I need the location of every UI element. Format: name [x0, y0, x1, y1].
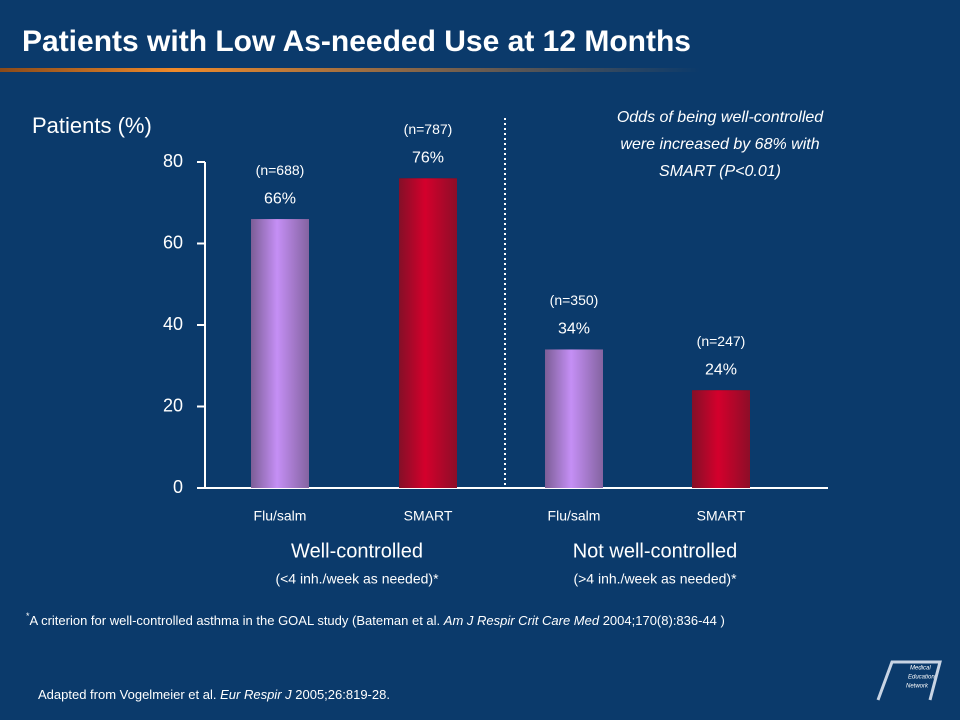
value-label: 66%: [264, 190, 296, 207]
bar: [251, 219, 309, 489]
bar: [692, 390, 750, 488]
x-tick-label: Flu/salm: [254, 508, 307, 524]
y-tick-label: 20: [163, 395, 183, 415]
footnote-part: Am J Respir Crit Care Med: [443, 613, 600, 628]
x-tick-label: SMART: [404, 508, 453, 524]
n-label: (n=688): [256, 162, 305, 178]
title-rule: [0, 68, 700, 72]
value-label: 76%: [412, 150, 444, 167]
footnote-part: A criterion for well-controlled asthma i…: [30, 613, 444, 628]
y-tick-label: 0: [173, 477, 183, 497]
n-label: (n=247): [697, 333, 746, 349]
source: Adapted from Vogelmeier et al. Eur Respi…: [38, 687, 390, 702]
footnote-part: 2004;170(8):836-44 ): [599, 613, 725, 628]
group-label: Well-controlled: [291, 540, 423, 562]
annotation: were increased by 68% with: [620, 136, 819, 153]
value-label: 34%: [558, 321, 590, 338]
source-part: 2005;26:819-28.: [292, 687, 390, 702]
group-detail: (<4 inh./week as needed)*: [275, 571, 439, 587]
logo-text: Education: [908, 675, 935, 681]
logo-text: Medical: [910, 666, 931, 672]
footnote: *A criterion for well-controlled asthma …: [26, 611, 725, 628]
slide-title: Patients with Low As-needed Use at 12 Mo…: [22, 25, 691, 58]
n-label: (n=350): [550, 292, 599, 308]
logo: Medical Education Network: [876, 660, 942, 701]
n-label: (n=787): [404, 121, 453, 137]
y-tick-label: 80: [163, 151, 183, 171]
bar: [545, 349, 603, 488]
source-part: Eur Respir J: [220, 687, 292, 702]
x-tick-label: Flu/salm: [548, 508, 601, 524]
bar: [399, 178, 457, 489]
group-label: Not well-controlled: [573, 540, 738, 562]
value-label: 24%: [705, 361, 737, 378]
x-tick-label: SMART: [697, 508, 746, 524]
annotation: SMART (P<0.01): [659, 163, 781, 180]
y-tick-label: 40: [163, 314, 183, 334]
source-part: Adapted from Vogelmeier et al.: [38, 687, 220, 702]
footnote-part: *: [26, 611, 30, 621]
annotation: Odds of being well-controlled: [617, 109, 824, 126]
y-tick-label: 60: [163, 232, 183, 252]
y-axis-label: Patients (%): [32, 113, 152, 138]
group-detail: (>4 inh./week as needed)*: [573, 571, 737, 587]
logo-text: Network: [906, 684, 929, 690]
